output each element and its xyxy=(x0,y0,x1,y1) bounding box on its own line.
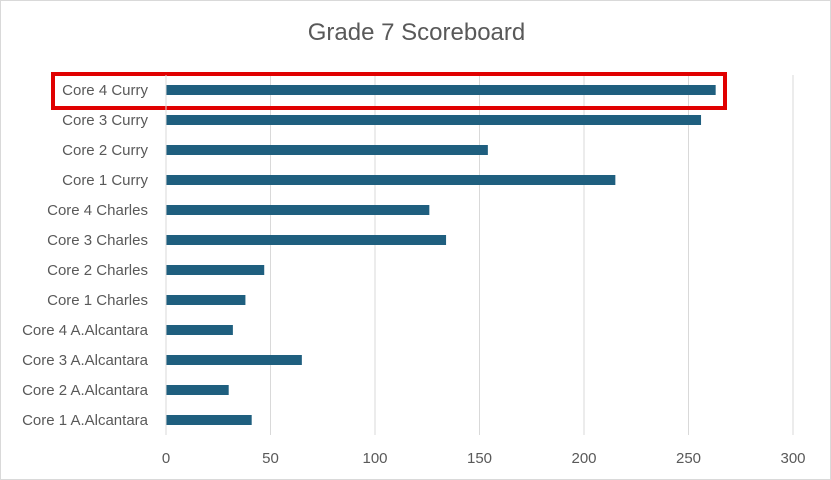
bar xyxy=(166,385,229,395)
category-label: Core 2 Curry xyxy=(62,142,148,159)
category-label: Core 1 Curry xyxy=(62,172,148,189)
category-label: Core 3 Charles xyxy=(47,232,148,249)
x-tick-label: 250 xyxy=(676,450,701,467)
category-label: Core 3 A.Alcantara xyxy=(22,352,149,369)
bar xyxy=(166,235,447,245)
bar xyxy=(166,265,265,275)
bar xyxy=(166,115,702,125)
x-tick-label: 50 xyxy=(262,450,279,467)
chart-title: Grade 7 Scoreboard xyxy=(307,19,526,46)
x-tick-label: 150 xyxy=(467,450,492,467)
category-label: Core 4 Charles xyxy=(47,202,148,219)
x-tick-label: 100 xyxy=(362,450,387,467)
category-label: Core 4 A.Alcantara xyxy=(22,322,149,339)
bar xyxy=(166,415,252,425)
bar xyxy=(166,175,616,185)
category-label: Core 4 Curry xyxy=(62,82,148,99)
bar xyxy=(166,355,302,365)
bar xyxy=(166,85,716,95)
x-tick-label: 300 xyxy=(780,450,805,467)
x-tick-label: 200 xyxy=(571,450,596,467)
bar xyxy=(166,295,246,305)
x-tick-label: 0 xyxy=(162,450,170,467)
category-label: Core 2 A.Alcantara xyxy=(22,382,149,399)
bar xyxy=(166,145,488,155)
bar xyxy=(166,205,430,215)
category-label: Core 1 Charles xyxy=(47,292,148,309)
bar xyxy=(166,325,233,335)
highlight-box xyxy=(51,72,727,110)
category-label: Core 2 Charles xyxy=(47,262,148,279)
category-label: Core 3 Curry xyxy=(62,112,148,129)
category-label: Core 1 A.Alcantara xyxy=(22,412,149,429)
